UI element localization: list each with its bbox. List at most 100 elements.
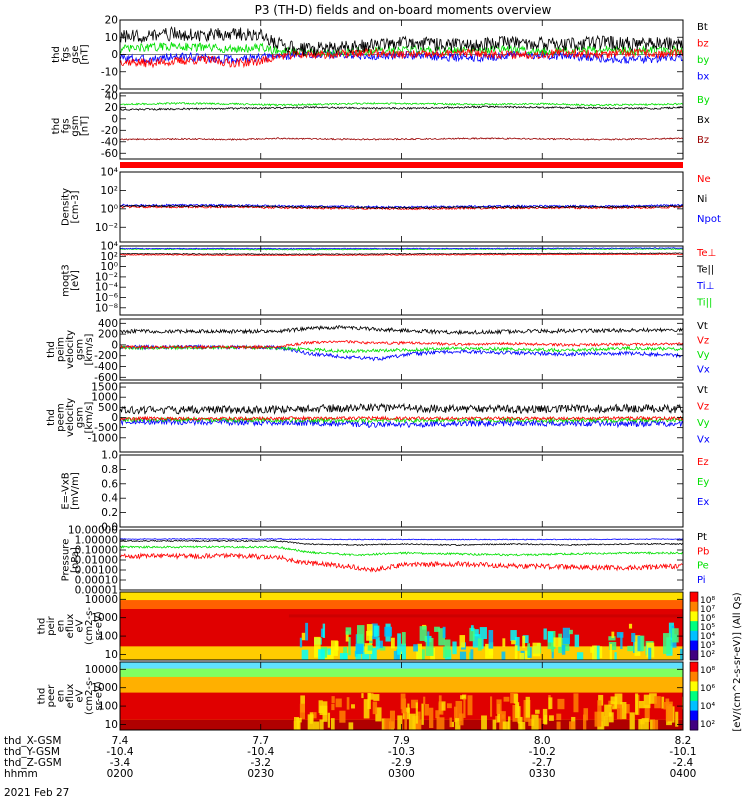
fgs-gse-ylabel: gse bbox=[70, 46, 81, 64]
legend-peim-velocity-vy: Vy bbox=[697, 350, 710, 361]
panel-peer-eflux: 10000 1000 100 10 thdpeerenefluxeV(cm2-s-sr-… bbox=[37, 661, 715, 731]
legend-density-ni: Ni bbox=[697, 194, 707, 205]
peir-eflux-colorbar-tick: 10³ bbox=[700, 641, 715, 651]
fgs-gse-tick-label: -20 bbox=[101, 84, 118, 96]
legend-peem-velocity-vz: Vz bbox=[697, 401, 709, 412]
legend-fgs-gse-bz: bz bbox=[697, 38, 709, 49]
efield-tick-label: 0.0 bbox=[101, 522, 118, 534]
peim-velocity-tick-label: -400 bbox=[94, 361, 118, 373]
temperature-tick-label: 10⁰ bbox=[100, 261, 118, 273]
legend-fgs-gse-by: by bbox=[697, 55, 709, 66]
orbit-value: -3.2 bbox=[251, 757, 272, 769]
legend-efield-ex: Ex bbox=[697, 497, 709, 508]
peim-velocity-series-vt bbox=[120, 325, 683, 336]
peir-eflux-colorbar-swatch bbox=[690, 621, 698, 632]
peer-eflux-ylabel: en bbox=[56, 690, 67, 703]
peim-velocity-tick-label: -600 bbox=[94, 372, 118, 384]
orbit-value: 0330 bbox=[529, 768, 556, 780]
peer-eflux-ylabel: peer bbox=[46, 684, 57, 708]
temperature-ylabel: moqt3 bbox=[60, 264, 71, 297]
figure-title: P3 (TH-D) fields and on-board moments ov… bbox=[255, 3, 552, 17]
peer-eflux-colorbar-tick: 10⁸ bbox=[700, 666, 715, 676]
fgs-gse-series-bx bbox=[120, 49, 683, 65]
peir-eflux-tick-label: 100 bbox=[98, 631, 118, 643]
legend-pressure-pi: Pi bbox=[697, 575, 706, 586]
fgs-gsm-ylabel: [nT] bbox=[79, 116, 90, 136]
peim-velocity-ylabel: peim bbox=[56, 337, 67, 362]
fgs-gsm-series-bz bbox=[120, 137, 683, 141]
peim-velocity-series-vy bbox=[120, 344, 683, 354]
peer-eflux-colorbar-swatch bbox=[690, 662, 698, 673]
legend-pressure-pt: Pt bbox=[697, 532, 707, 543]
peim-velocity-ylabel: gsm bbox=[75, 339, 86, 360]
peem-velocity-series-vz bbox=[120, 415, 683, 422]
orbit-value: 7.7 bbox=[252, 735, 269, 747]
legend-peem-velocity-vt: Vt bbox=[697, 385, 708, 396]
pressure-tick-label: 0.01000 bbox=[75, 555, 118, 567]
legend-efield-ey: Ey bbox=[697, 477, 709, 488]
pressure-series-pe bbox=[120, 545, 683, 557]
peer-eflux-colorbar-swatch bbox=[690, 671, 698, 682]
orbit-value: -2.7 bbox=[532, 757, 553, 769]
pressure-tick-label: 0.00100 bbox=[75, 565, 118, 577]
peim-velocity-tick-label: 200 bbox=[98, 329, 118, 341]
panel-efield: 1.0 0.8 0.6 0.4 0.2 0.0 E=-VxB[mV/m] Ez Ey Ex bbox=[60, 450, 709, 534]
panel-peir-eflux: 10000 1000 100 10 thdpeirenefluxeV(cm2-s-sr-… bbox=[37, 591, 715, 661]
legend-temperature-ti: Ti|| bbox=[696, 297, 712, 308]
peir-eflux-ylabel: en bbox=[56, 620, 67, 633]
pressure-tick-label: 0.00010 bbox=[75, 575, 118, 587]
orbit-value: -2.4 bbox=[673, 757, 694, 769]
efield-tick-label: 0.8 bbox=[101, 464, 118, 476]
legend-fgs-gse-bx: bx bbox=[697, 71, 709, 82]
panel-pressure: 10.000001.000000.100000.010000.001000.00… bbox=[60, 525, 709, 597]
orbit-row-label: thd_Y-GSM bbox=[4, 746, 60, 758]
pressure-tick-label: 0.00001 bbox=[75, 585, 118, 597]
peir-eflux-tick-label: 1000 bbox=[91, 612, 118, 624]
peir-eflux-colorbar-swatch bbox=[690, 611, 698, 622]
peer-eflux-ylabel: (cm2-s- bbox=[84, 677, 95, 715]
peer-eflux-colorbar-swatch bbox=[690, 720, 698, 731]
peem-velocity-tick-label: -1000 bbox=[87, 432, 118, 444]
pressure-ylabel: [nPa] bbox=[70, 547, 81, 573]
peir-eflux-ylabel: sr-eV) bbox=[94, 611, 105, 640]
orbit-value: -3.4 bbox=[110, 757, 131, 769]
peir-eflux-colorbar-swatch bbox=[690, 650, 698, 661]
density-tick-label: 10⁰ bbox=[100, 203, 118, 215]
orbit-value: -10.2 bbox=[529, 746, 556, 758]
peim-velocity-ylabel: velocity bbox=[65, 330, 76, 369]
fgs-gse-ylabel: thd bbox=[51, 46, 62, 63]
orbit-value: 0400 bbox=[670, 768, 697, 780]
peem-velocity-tick-label: 0 bbox=[111, 412, 118, 424]
efield-tick-label: 1.0 bbox=[101, 450, 118, 462]
orbit-value: 8.0 bbox=[534, 735, 551, 747]
orbit-value: -2.9 bbox=[391, 757, 412, 769]
peim-velocity-tick-label: 400 bbox=[98, 318, 118, 330]
pressure-ylabel: Pressure bbox=[60, 539, 71, 582]
peem-velocity-tick-label: 1500 bbox=[91, 382, 118, 394]
density-series-ni bbox=[120, 204, 683, 210]
peir-eflux-colorbar-tick: 10² bbox=[700, 650, 715, 660]
date-label: 2021 Feb 27 bbox=[4, 787, 69, 799]
peir-eflux-colorbar-swatch bbox=[690, 640, 698, 651]
peim-velocity-ylabel: [km/s] bbox=[84, 333, 95, 365]
orbit-value: -10.3 bbox=[388, 746, 415, 758]
legend-temperature-te: Te⊥ bbox=[696, 248, 716, 259]
fgs-gsm-ylabel: fgs bbox=[60, 118, 71, 133]
legend-peim-velocity-vx: Vx bbox=[697, 365, 710, 376]
fgs-gse-ylabel: [nT] bbox=[79, 44, 90, 64]
legend-density-ne: Ne bbox=[697, 174, 711, 185]
legend-efield-ez: Ez bbox=[697, 457, 709, 468]
temperature-ylabel: [eV] bbox=[70, 270, 81, 291]
legend-peem-velocity-vy: Vy bbox=[697, 418, 710, 429]
pressure-series-pi bbox=[120, 538, 683, 541]
peer-eflux-ylabel: eV bbox=[75, 689, 86, 702]
peir-eflux-tick-label: 10000 bbox=[85, 594, 118, 606]
orbit-row-label: thd_Z-GSM bbox=[4, 757, 62, 769]
peim-velocity-series-vz bbox=[120, 340, 683, 350]
temperature-tick-label: 10² bbox=[100, 251, 118, 263]
peem-velocity-ylabel: velocity bbox=[65, 398, 76, 437]
